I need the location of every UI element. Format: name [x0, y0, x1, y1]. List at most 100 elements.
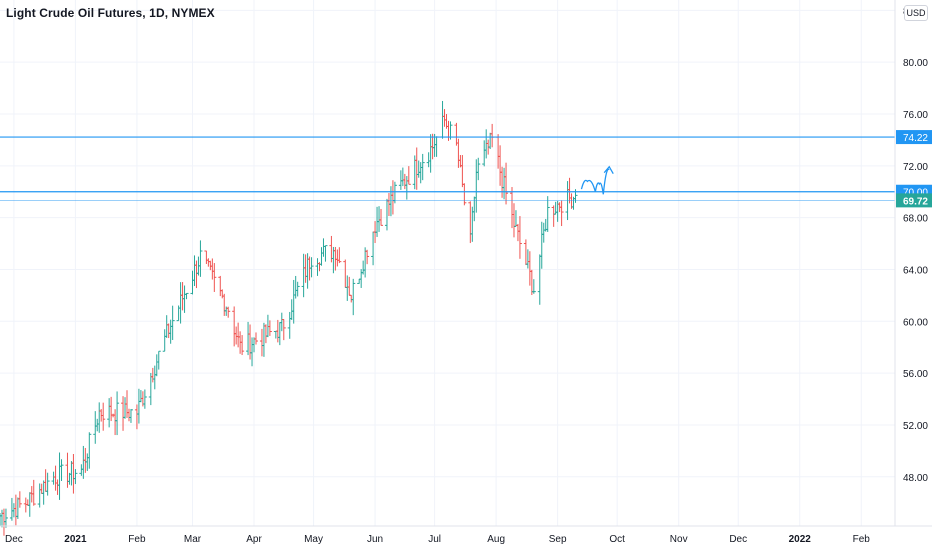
price-bar [41, 480, 46, 505]
price-bar [3, 508, 8, 528]
price-bar [218, 275, 223, 297]
price-bar [509, 187, 514, 229]
projection-arrow-head [603, 165, 614, 175]
price-bar [347, 276, 352, 296]
price-bar [517, 216, 522, 259]
price-bar [259, 328, 264, 357]
price-bar [309, 257, 314, 278]
price-bar [73, 469, 78, 485]
y-tick-label: 72.00 [903, 162, 928, 173]
price-bar [351, 278, 356, 316]
price-bar [184, 292, 189, 300]
price-bar [222, 293, 227, 316]
price-bar [273, 330, 278, 339]
price-bar [442, 109, 447, 127]
x-tick-label: Dec [5, 534, 23, 545]
x-tick-label: Dec [729, 534, 747, 545]
price-bar [261, 322, 266, 357]
price-bar [93, 411, 98, 444]
price-bar [541, 222, 546, 243]
price-bar [190, 270, 195, 295]
x-tick-label: Sep [549, 534, 567, 545]
price-bar [156, 350, 161, 370]
price-bar [97, 402, 102, 433]
price-bar [83, 447, 88, 473]
price-label-bg [896, 130, 932, 145]
price-bar [500, 166, 505, 198]
price-bar [152, 365, 157, 390]
price-bar [400, 167, 405, 187]
price-bar [537, 254, 542, 305]
price-bar [13, 494, 18, 526]
price-bar [301, 253, 306, 298]
price-bar [293, 275, 298, 299]
price-bar [166, 323, 171, 339]
price-bar [134, 404, 139, 430]
x-tick-label: May [304, 534, 323, 545]
y-tick-label: 48.00 [903, 473, 928, 484]
price-bar [178, 282, 183, 324]
price-bar [17, 491, 22, 508]
price-bar [468, 201, 473, 244]
price-bar [377, 206, 382, 232]
price-bar [315, 258, 320, 276]
price-bar [101, 402, 106, 431]
price-bar [240, 335, 245, 356]
price-bar [440, 100, 445, 139]
y-tick-label: 56.00 [903, 369, 928, 380]
x-tick-label: Feb [128, 534, 146, 545]
price-bar [379, 208, 384, 226]
price-bar [496, 134, 501, 169]
y-tick-label: 80.00 [903, 58, 928, 69]
price-bar [208, 260, 213, 271]
price-bar [43, 469, 48, 492]
price-bar [402, 173, 407, 190]
price-bar [194, 260, 199, 289]
price-bar [220, 289, 225, 299]
price-bar [164, 315, 169, 338]
price-bar [128, 409, 133, 423]
price-bar [138, 390, 143, 403]
price-bar [15, 497, 20, 519]
price-bar [1, 508, 6, 536]
price-bar [525, 249, 530, 269]
symbol-title: Light Crude Oil Futures, 1D, NYMEX [6, 6, 215, 20]
price-bar [45, 472, 50, 496]
x-tick-label: Nov [670, 534, 688, 545]
y-tick-label: 60.00 [903, 317, 928, 328]
price-bar [551, 205, 556, 227]
price-bar [206, 258, 211, 267]
price-bar [107, 398, 112, 428]
price-bar [363, 247, 368, 278]
price-bar [502, 167, 507, 200]
price-bar [291, 279, 296, 324]
projection-drawing[interactable] [580, 165, 614, 195]
price-bar [204, 250, 209, 265]
currency-button[interactable]: USD [904, 5, 928, 21]
price-bar [39, 483, 44, 494]
x-tick-label: Feb [853, 534, 871, 545]
price-bar [277, 322, 282, 346]
price-bar [488, 132, 493, 150]
price-bar [246, 321, 251, 356]
price-bar [404, 176, 409, 200]
price-bar [234, 326, 239, 345]
price-bar [343, 259, 348, 288]
price-bar [303, 254, 308, 283]
price-bar [456, 138, 461, 168]
price-bar [361, 260, 366, 275]
price-bar [539, 221, 544, 269]
price-bar [462, 183, 467, 206]
price-bar [142, 389, 147, 409]
price-bar [31, 479, 36, 506]
price-bar [51, 471, 56, 485]
price-bar [390, 180, 395, 215]
price-bar [523, 239, 528, 266]
price-bar [59, 459, 64, 481]
price-bar [321, 238, 326, 257]
price-bar [250, 337, 255, 367]
